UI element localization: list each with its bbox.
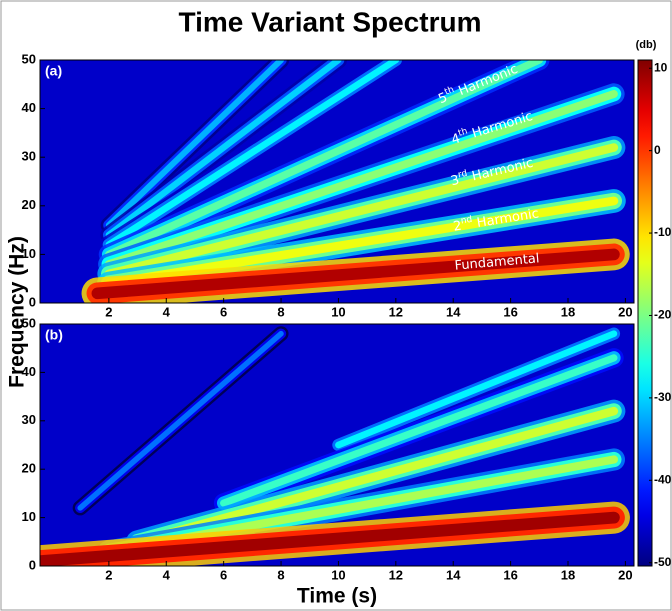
y-tick-label: 30 <box>22 149 36 164</box>
axes-frame <box>39 323 635 567</box>
x-tick-label: 18 <box>561 304 575 319</box>
plot-area <box>40 60 634 303</box>
panel-label: (a) <box>45 63 62 79</box>
x-tick-label: 4 <box>163 304 171 319</box>
y-tick-label: 40 <box>22 364 36 379</box>
y-tick-label: 0 <box>29 294 36 309</box>
x-tick-label: 8 <box>277 567 284 582</box>
colorbar-tick-label: -40 <box>654 472 672 486</box>
x-tick-label: 10 <box>331 567 345 582</box>
colorbar-tick-label: -20 <box>654 308 672 322</box>
y-tick-label: 20 <box>22 197 36 212</box>
annotation-sup: th <box>443 84 455 97</box>
colorbar-tick-label: -30 <box>654 390 672 404</box>
x-axis-label: Time (s) <box>297 585 377 608</box>
x-tick-label: 20 <box>618 304 632 319</box>
ridge <box>104 90 618 269</box>
ridge <box>105 60 342 239</box>
ridge <box>77 330 284 511</box>
ridge <box>335 330 618 449</box>
colorbar-tick-label: 10 <box>654 60 668 74</box>
panel-label: (b) <box>45 327 63 343</box>
annotation-base: 3 <box>449 172 460 188</box>
colorbar-label: (db) <box>636 39 657 51</box>
ridge <box>40 511 620 566</box>
y-tick-label: 10 <box>22 509 36 524</box>
y-axis-label: Frequency (Hz) <box>6 236 29 388</box>
colorbar <box>637 59 653 567</box>
x-tick-label: 6 <box>220 304 227 319</box>
ridge <box>104 196 619 288</box>
ridge <box>220 354 618 507</box>
y-tick-label: 40 <box>22 100 36 115</box>
x-tick-label: 10 <box>331 304 345 319</box>
x-tick-label: 16 <box>503 304 517 319</box>
plot-area <box>40 324 634 566</box>
annotation-base: 2 <box>452 218 463 234</box>
annotation-base: Fundamental <box>454 251 540 273</box>
colorbar-tick-label: -50 <box>654 555 672 569</box>
x-tick-label: 12 <box>389 304 403 319</box>
x-tick-label: 4 <box>163 567 171 582</box>
ridge <box>104 143 619 279</box>
y-tick-label: 0 <box>29 557 36 572</box>
x-tick-label: 14 <box>446 304 461 319</box>
ridge <box>133 406 619 547</box>
x-tick-label: 6 <box>220 567 227 582</box>
ridge <box>91 248 620 300</box>
x-tick-label: 14 <box>446 567 461 582</box>
annotation-sup: nd <box>460 214 473 226</box>
x-tick-label: 16 <box>503 567 517 582</box>
y-tick-label: 50 <box>22 51 36 66</box>
ridge <box>105 60 544 259</box>
x-tick-label: 8 <box>277 304 284 319</box>
ridge <box>105 60 285 229</box>
y-tick-label: 30 <box>22 412 36 427</box>
y-tick-label: 20 <box>22 461 36 476</box>
chart-title: Time Variant Spectrum <box>179 6 482 37</box>
annotation-sup: th <box>457 126 469 138</box>
x-tick-label: 12 <box>389 567 403 582</box>
colorbar-tick-label: -10 <box>654 225 672 239</box>
x-tick-label: 2 <box>105 304 112 319</box>
colorbar-tick-label: 0 <box>654 143 661 157</box>
axes-frame <box>39 59 635 304</box>
annotation: Fundamental <box>454 251 540 273</box>
x-tick-label: 2 <box>105 567 112 582</box>
x-tick-label: 18 <box>561 567 575 582</box>
y-tick-label: 10 <box>22 246 36 261</box>
y-tick-label: 50 <box>22 315 36 330</box>
annotation-sup: rd <box>457 168 468 180</box>
x-tick-label: 20 <box>618 567 632 582</box>
ridge <box>105 60 400 248</box>
